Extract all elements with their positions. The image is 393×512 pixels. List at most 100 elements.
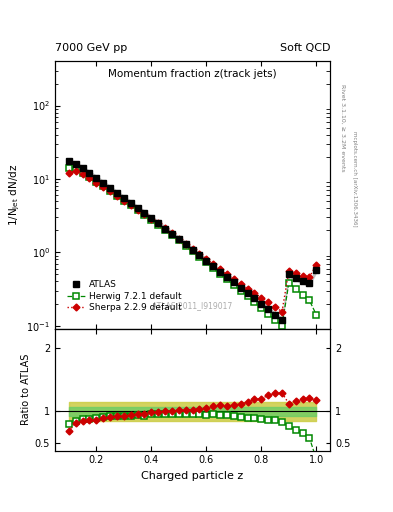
ATLAS (211, 263, 215, 269)
Herwig 7.2.1 default (73, 166, 78, 173)
Y-axis label: Ratio to ATLAS: Ratio to ATLAS (20, 354, 31, 425)
Sherpa 2.2.9 default (73, 167, 78, 174)
Sherpa 2.2.9 default (300, 272, 305, 279)
Herwig 7.2.1 default (252, 299, 257, 305)
Herwig 7.2.1 default (204, 259, 209, 265)
Herwig 7.2.1 default (121, 198, 126, 204)
ATLAS (115, 190, 119, 196)
Sherpa 2.2.9 default (142, 211, 147, 217)
Sherpa 2.2.9 default (183, 241, 188, 247)
ATLAS (163, 226, 167, 232)
Sherpa 2.2.9 default (87, 175, 92, 181)
Herwig 7.2.1 default (190, 248, 195, 254)
Herwig 7.2.1 default (94, 179, 99, 185)
Sherpa 2.2.9 default (280, 309, 285, 315)
ATLAS (129, 200, 133, 206)
Sherpa 2.2.9 default (94, 180, 99, 186)
ATLAS (225, 274, 230, 280)
ATLAS (135, 205, 140, 211)
Sherpa 2.2.9 default (204, 256, 209, 262)
ATLAS (273, 312, 277, 318)
ATLAS (80, 165, 85, 172)
Sherpa 2.2.9 default (273, 304, 277, 310)
Legend: ATLAS, Herwig 7.2.1 default, Sherpa 2.2.9 default: ATLAS, Herwig 7.2.1 default, Sherpa 2.2.… (65, 279, 184, 314)
ATLAS (293, 274, 298, 281)
ATLAS (252, 295, 257, 302)
ATLAS (87, 170, 92, 176)
ATLAS (245, 290, 250, 296)
Sherpa 2.2.9 default (156, 220, 161, 226)
Herwig 7.2.1 default (286, 280, 291, 286)
Herwig 7.2.1 default (149, 217, 154, 223)
Text: Momentum fraction z(track jets): Momentum fraction z(track jets) (108, 70, 277, 79)
Sherpa 2.2.9 default (129, 202, 133, 208)
ATLAS (101, 180, 106, 186)
Text: Soft QCD: Soft QCD (280, 43, 330, 53)
Herwig 7.2.1 default (129, 202, 133, 208)
Herwig 7.2.1 default (66, 165, 71, 172)
Sherpa 2.2.9 default (259, 294, 264, 301)
ATLAS (307, 280, 312, 286)
Text: Rivet 3.1.10, ≥ 3.2M events: Rivet 3.1.10, ≥ 3.2M events (340, 84, 345, 172)
ATLAS (183, 241, 188, 247)
ATLAS (286, 271, 291, 278)
Herwig 7.2.1 default (231, 282, 236, 288)
Herwig 7.2.1 default (300, 292, 305, 298)
Sherpa 2.2.9 default (307, 274, 312, 280)
ATLAS (197, 252, 202, 259)
ATLAS (121, 195, 126, 201)
Herwig 7.2.1 default (266, 311, 271, 317)
Herwig 7.2.1 default (135, 207, 140, 213)
ATLAS (94, 175, 99, 181)
Line: ATLAS: ATLAS (66, 158, 319, 323)
Sherpa 2.2.9 default (66, 170, 71, 176)
Herwig 7.2.1 default (225, 276, 230, 282)
ATLAS (231, 279, 236, 285)
Herwig 7.2.1 default (211, 265, 215, 271)
Herwig 7.2.1 default (156, 222, 161, 228)
Herwig 7.2.1 default (87, 174, 92, 180)
Herwig 7.2.1 default (259, 305, 264, 311)
Herwig 7.2.1 default (293, 286, 298, 292)
Herwig 7.2.1 default (280, 323, 285, 329)
Sherpa 2.2.9 default (225, 271, 230, 278)
Herwig 7.2.1 default (170, 232, 174, 238)
ATLAS (204, 258, 209, 264)
Sherpa 2.2.9 default (170, 230, 174, 237)
ATLAS (108, 185, 112, 191)
ATLAS (73, 161, 78, 167)
Sherpa 2.2.9 default (314, 262, 319, 268)
Sherpa 2.2.9 default (266, 299, 271, 305)
Text: mcplots.cern.ch [arXiv:1306.3436]: mcplots.cern.ch [arXiv:1306.3436] (352, 132, 357, 227)
ATLAS (266, 306, 271, 312)
ATLAS (300, 279, 305, 285)
Line: Sherpa 2.2.9 default: Sherpa 2.2.9 default (66, 168, 319, 314)
Sherpa 2.2.9 default (211, 261, 215, 267)
Sherpa 2.2.9 default (135, 206, 140, 212)
ATLAS (170, 230, 174, 237)
ATLAS (314, 267, 319, 273)
Sherpa 2.2.9 default (108, 188, 112, 194)
Herwig 7.2.1 default (245, 293, 250, 300)
Sherpa 2.2.9 default (115, 193, 119, 199)
ATLAS (66, 158, 71, 164)
ATLAS (176, 236, 181, 242)
ATLAS (149, 215, 154, 221)
Sherpa 2.2.9 default (197, 251, 202, 257)
Y-axis label: 1/N$_{\rm jet}$ dN/dz: 1/N$_{\rm jet}$ dN/dz (8, 164, 22, 226)
Herwig 7.2.1 default (218, 271, 222, 277)
ATLAS (280, 317, 285, 323)
Herwig 7.2.1 default (101, 183, 106, 189)
Sherpa 2.2.9 default (245, 286, 250, 292)
Line: Herwig 7.2.1 default: Herwig 7.2.1 default (66, 165, 320, 329)
Sherpa 2.2.9 default (80, 170, 85, 177)
Sherpa 2.2.9 default (149, 216, 154, 222)
Herwig 7.2.1 default (197, 253, 202, 260)
Sherpa 2.2.9 default (163, 225, 167, 231)
Sherpa 2.2.9 default (293, 270, 298, 276)
Text: 7000 GeV pp: 7000 GeV pp (55, 43, 127, 53)
ATLAS (239, 285, 243, 291)
ATLAS (259, 301, 264, 307)
Herwig 7.2.1 default (163, 227, 167, 233)
Sherpa 2.2.9 default (190, 246, 195, 252)
